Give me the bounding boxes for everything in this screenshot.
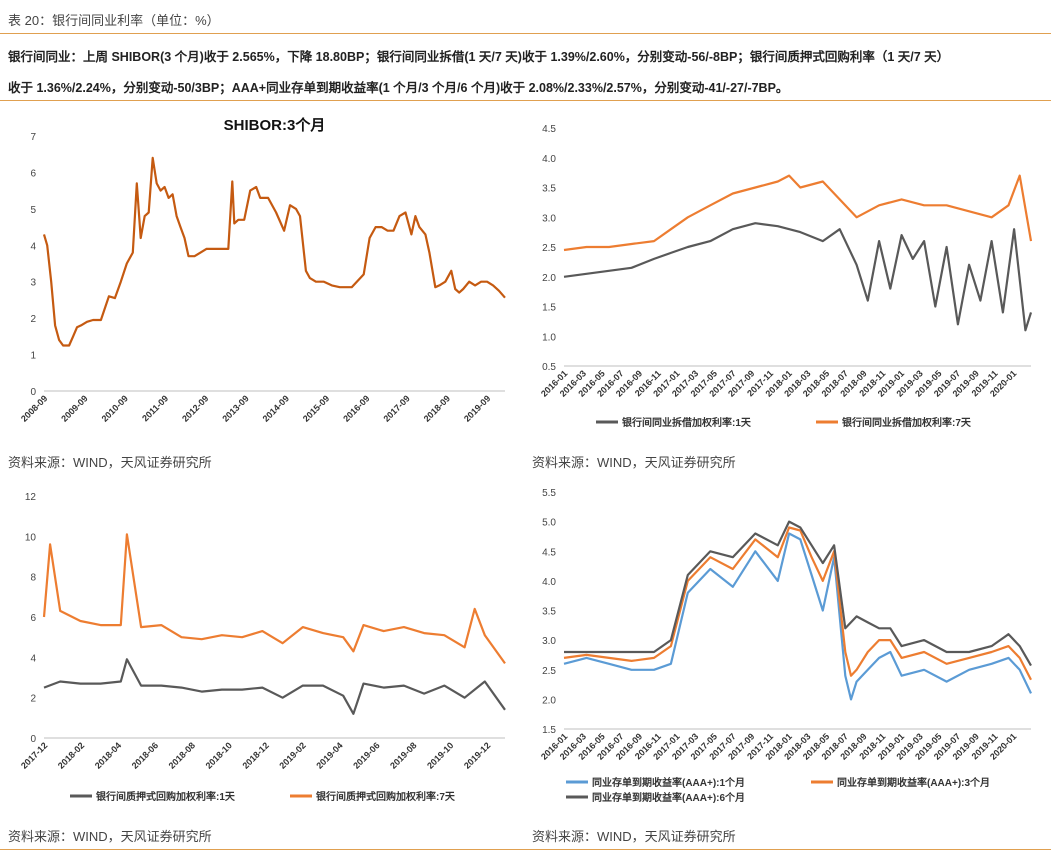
summary-line-2: 收于 1.36%/2.24%，分别变动-50/3BP；AAA+同业存单到期收益率… bbox=[8, 81, 789, 95]
x-tick-label: 2009-09 bbox=[59, 393, 89, 423]
x-tick-label: 2018-06 bbox=[130, 740, 160, 770]
x-tick-label: 2011-09 bbox=[140, 393, 170, 423]
y-tick-label: 10 bbox=[25, 532, 37, 543]
y-tick-label: 7 bbox=[30, 132, 36, 143]
series-line-2 bbox=[42, 533, 506, 665]
y-tick-label: 1.0 bbox=[542, 332, 556, 343]
source-note-br: 资料来源：WIND，天风证券研究所 bbox=[532, 829, 736, 844]
x-tick-label: 2019-09 bbox=[462, 393, 492, 423]
x-tick-label: 2018-10 bbox=[204, 740, 234, 770]
chart-ncd-yields: 1.52.02.53.03.54.04.55.05.52016-012016-0… bbox=[539, 488, 1032, 804]
series-line-1 bbox=[42, 156, 506, 347]
y-tick-label: 1.5 bbox=[542, 725, 556, 736]
y-tick-label: 4.5 bbox=[542, 547, 556, 558]
rule-bottom bbox=[0, 849, 1051, 850]
source-note-tr: 资料来源：WIND，天风证券研究所 bbox=[532, 455, 736, 470]
y-tick-label: 3.5 bbox=[542, 184, 556, 195]
page-title: 表 20：银行间同业利率（单位：%） bbox=[8, 13, 220, 28]
series-line-2 bbox=[563, 526, 1032, 681]
y-tick-label: 2.5 bbox=[542, 243, 556, 254]
legend-label: 同业存单到期收益率(AAA+):1个月 bbox=[592, 776, 745, 789]
legend-label: 同业存单到期收益率(AAA+):3个月 bbox=[837, 776, 990, 789]
x-tick-label: 2019-10 bbox=[425, 740, 455, 770]
legend-label: 银行间质押式回购加权利率:7天 bbox=[316, 790, 456, 803]
y-tick-label: 5.5 bbox=[542, 488, 556, 499]
x-tick-label: 2010-09 bbox=[100, 393, 130, 423]
x-tick-label: 2015-09 bbox=[301, 393, 331, 423]
y-tick-label: 4 bbox=[30, 653, 36, 664]
y-tick-label: 3 bbox=[30, 278, 36, 289]
y-tick-label: 1.5 bbox=[542, 303, 556, 314]
y-tick-label: 3.0 bbox=[542, 213, 556, 224]
y-tick-label: 0.5 bbox=[542, 362, 556, 373]
y-tick-label: 8 bbox=[30, 573, 36, 584]
chart-interbank-lending: 0.51.01.52.02.53.03.54.04.52016-012016-0… bbox=[539, 124, 1033, 429]
x-tick-label: 2018-12 bbox=[240, 740, 270, 770]
y-tick-label: 5.0 bbox=[542, 518, 556, 529]
series-line-2 bbox=[563, 174, 1033, 252]
source-note-tl: 资料来源：WIND，天风证券研究所 bbox=[8, 455, 212, 470]
x-tick-label: 2017-09 bbox=[381, 393, 411, 423]
x-tick-label: 2019-04 bbox=[314, 740, 344, 770]
rule-top bbox=[0, 33, 1051, 34]
chart-title: SHIBOR:3个月 bbox=[224, 116, 326, 134]
y-tick-label: 6 bbox=[30, 613, 36, 624]
summary-line-1: 银行间同业：上周 SHIBOR(3 个月)收于 2.565%，下降 18.80B… bbox=[8, 50, 950, 64]
legend-label: 银行间同业拆借加权利率:7天 bbox=[842, 416, 972, 429]
y-tick-label: 4.0 bbox=[542, 577, 556, 588]
y-tick-label: 0 bbox=[30, 734, 36, 745]
y-tick-label: 6 bbox=[30, 168, 36, 179]
x-tick-label: 2019-12 bbox=[462, 740, 492, 770]
x-tick-label: 2018-04 bbox=[93, 740, 123, 770]
series-line-1 bbox=[563, 222, 1033, 332]
y-tick-label: 3.5 bbox=[542, 607, 556, 618]
y-tick-label: 2 bbox=[30, 314, 36, 325]
y-tick-label: 1 bbox=[30, 351, 36, 362]
x-tick-label: 2013-09 bbox=[220, 393, 250, 423]
y-tick-label: 5 bbox=[30, 205, 36, 216]
x-tick-label: 2019-08 bbox=[388, 740, 418, 770]
y-tick-label: 3.0 bbox=[542, 636, 556, 647]
x-tick-label: 2018-02 bbox=[56, 740, 86, 770]
legend-label: 同业存单到期收益率(AAA+):6个月 bbox=[592, 791, 745, 804]
x-tick-label: 2018-09 bbox=[422, 393, 452, 423]
series-line-1 bbox=[43, 658, 506, 715]
legend-label: 银行间质押式回购加权利率:1天 bbox=[96, 790, 236, 803]
y-tick-label: 2 bbox=[30, 694, 36, 705]
y-tick-label: 4 bbox=[30, 241, 36, 252]
x-tick-label: 2018-08 bbox=[167, 740, 197, 770]
x-tick-label: 2019-06 bbox=[351, 740, 381, 770]
x-tick-label: 2019-02 bbox=[277, 740, 307, 770]
x-tick-label: 2012-09 bbox=[180, 393, 210, 423]
x-tick-label: 2014-09 bbox=[261, 393, 291, 423]
y-tick-label: 2.5 bbox=[542, 666, 556, 677]
y-tick-label: 12 bbox=[25, 492, 37, 503]
source-note-bl: 资料来源：WIND，天风证券研究所 bbox=[8, 829, 212, 844]
y-tick-label: 4.5 bbox=[542, 124, 556, 135]
series-line-3 bbox=[564, 520, 1032, 667]
y-tick-label: 2.0 bbox=[542, 695, 556, 706]
rule-summary bbox=[0, 100, 1051, 101]
y-tick-label: 4.0 bbox=[542, 154, 556, 165]
y-tick-label: 0 bbox=[30, 387, 36, 398]
x-tick-label: 2016-09 bbox=[341, 393, 371, 423]
legend-label: 银行间同业拆借加权利率:1天 bbox=[622, 416, 752, 429]
series-line-1 bbox=[563, 532, 1032, 701]
y-tick-label: 2.0 bbox=[542, 273, 556, 284]
